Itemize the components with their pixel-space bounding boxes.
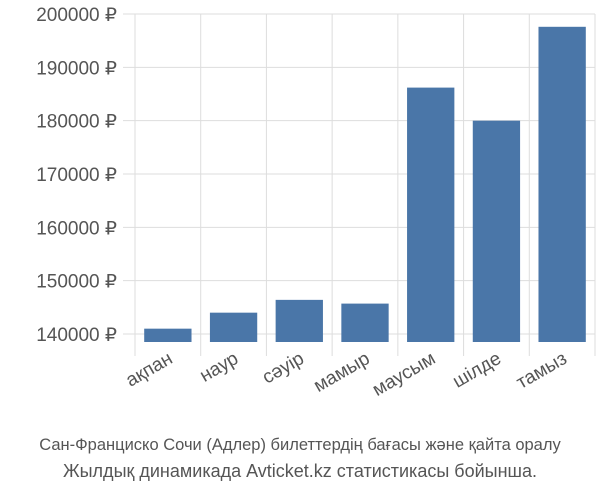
- caption-line-1: Сан-Франциско Сочи (Адлер) билеттердің б…: [39, 436, 561, 454]
- x-tick-label: наур: [196, 348, 242, 387]
- x-tick-label: тамыз: [513, 348, 571, 393]
- y-tick-label: 150000 ₽: [36, 272, 117, 293]
- bar: [144, 328, 192, 342]
- bar: [472, 120, 521, 343]
- y-tick-label: 180000 ₽: [36, 112, 117, 133]
- bar: [275, 299, 323, 342]
- x-tick-label: ақпан: [122, 348, 176, 391]
- x-tick-label: мамыр: [310, 348, 373, 397]
- y-tick-label: 140000 ₽: [36, 325, 117, 346]
- bar: [538, 26, 586, 343]
- caption-line-2: Жылдық динамикада Avticket.kz статистика…: [63, 461, 537, 481]
- x-tick-label: маусым: [369, 348, 439, 401]
- y-axis-ticks: 140000 ₽ 150000 ₽ 160000 ₽ 170000 ₽ 180000 ₽…: [36, 5, 117, 346]
- y-tick-label: 170000 ₽: [36, 165, 117, 186]
- bar: [209, 312, 258, 342]
- bars: [144, 26, 586, 343]
- y-tick-label: 200000 ₽: [36, 5, 117, 26]
- x-tick-label: шілде: [449, 348, 505, 392]
- bar-chart: 140000 ₽ 150000 ₽ 160000 ₽ 170000 ₽ 180000 ₽…: [36, 5, 596, 401]
- y-tick-label: 190000 ₽: [36, 58, 117, 79]
- y-tick-label: 160000 ₽: [36, 218, 117, 239]
- bar: [407, 87, 455, 342]
- bar: [341, 303, 389, 342]
